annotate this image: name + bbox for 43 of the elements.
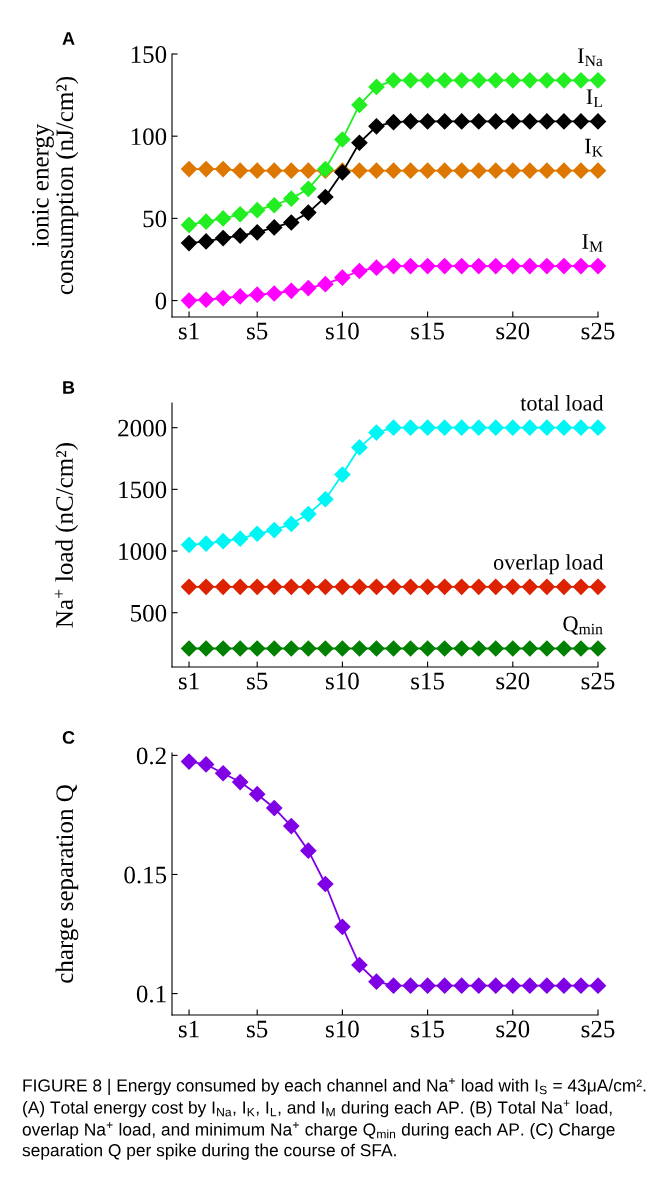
y-tick-label: 1000: [119, 543, 167, 560]
series-label: I$_{K}$: [585, 138, 603, 157]
y-axis-title: Na$^{+}$ load (nC/cm²): [54, 443, 79, 628]
x-tick-label: s15: [411, 1020, 444, 1038]
x-tick-label: s25: [581, 322, 615, 340]
x-tick-label: s1: [178, 672, 199, 690]
y-tick-label: 150: [131, 46, 167, 63]
series-label: overlap load: [493, 554, 604, 575]
series-label: total load: [520, 395, 604, 411]
x-tick-label: s25: [581, 1020, 615, 1038]
series-label: I$_{Na}$: [577, 48, 603, 67]
x-tick-label: s1: [178, 1020, 199, 1038]
y-tick-label: 1500: [119, 481, 167, 499]
y-tick-label: 500: [131, 604, 167, 622]
text: FIGURE 8 | Energy consumed by each channel and Na$^{+}$ load with I$_{S}$ = 43μA/cm². (A) Total energy cost by I$_{Na}$, I$_{K}$, I$_{L}$, and I$_{M}$ during each AP. (B) Total Na$^{+}$ load, overlap Na$^{+}$ load, and minimum Na$^{+}$ charge Q$_{min}$ during each AP. (C) Charge separation Q per spike during the course of SFA.: [22, 1078, 646, 1160]
x-tick-label: s10: [326, 672, 359, 690]
y-tick-label: 0: [155, 292, 167, 310]
x-tick-label: s5: [247, 322, 268, 340]
series-label: I$_{L}$: [586, 89, 602, 108]
y-axis-title: charge separation Q: [55, 784, 79, 983]
y-tick-label: 2000: [118, 419, 167, 437]
x-tick-label: s15: [411, 672, 444, 690]
y-tick-label: 0.2: [136, 747, 166, 765]
x-tick-label: s5: [247, 1020, 268, 1038]
x-tick-label: s10: [326, 1020, 359, 1038]
x-tick-label: s20: [496, 672, 530, 690]
y-tick-label: 100: [131, 128, 167, 146]
y-tick-label: 50: [143, 210, 167, 228]
chart-title: B: [63, 381, 75, 394]
series-label: Q$_{min}$: [563, 616, 603, 635]
x-tick-label: s25: [581, 672, 615, 690]
x-tick-label: s15: [411, 322, 444, 340]
x-tick-label: s20: [496, 1020, 530, 1038]
y-tick-label: 0.1: [136, 985, 166, 1003]
y-axis-title: ionic energy consumption (nJ/cm²): [31, 76, 79, 295]
x-tick-label: s20: [496, 322, 530, 340]
series-label: I$_{M}$: [582, 234, 603, 252]
x-tick-label: s1: [178, 322, 199, 340]
x-tick-label: s5: [247, 672, 268, 690]
x-tick-label: s10: [326, 322, 359, 340]
chart-title: A: [62, 32, 75, 45]
y-tick-label: 0.15: [124, 866, 167, 884]
chart-title: C: [62, 731, 75, 744]
